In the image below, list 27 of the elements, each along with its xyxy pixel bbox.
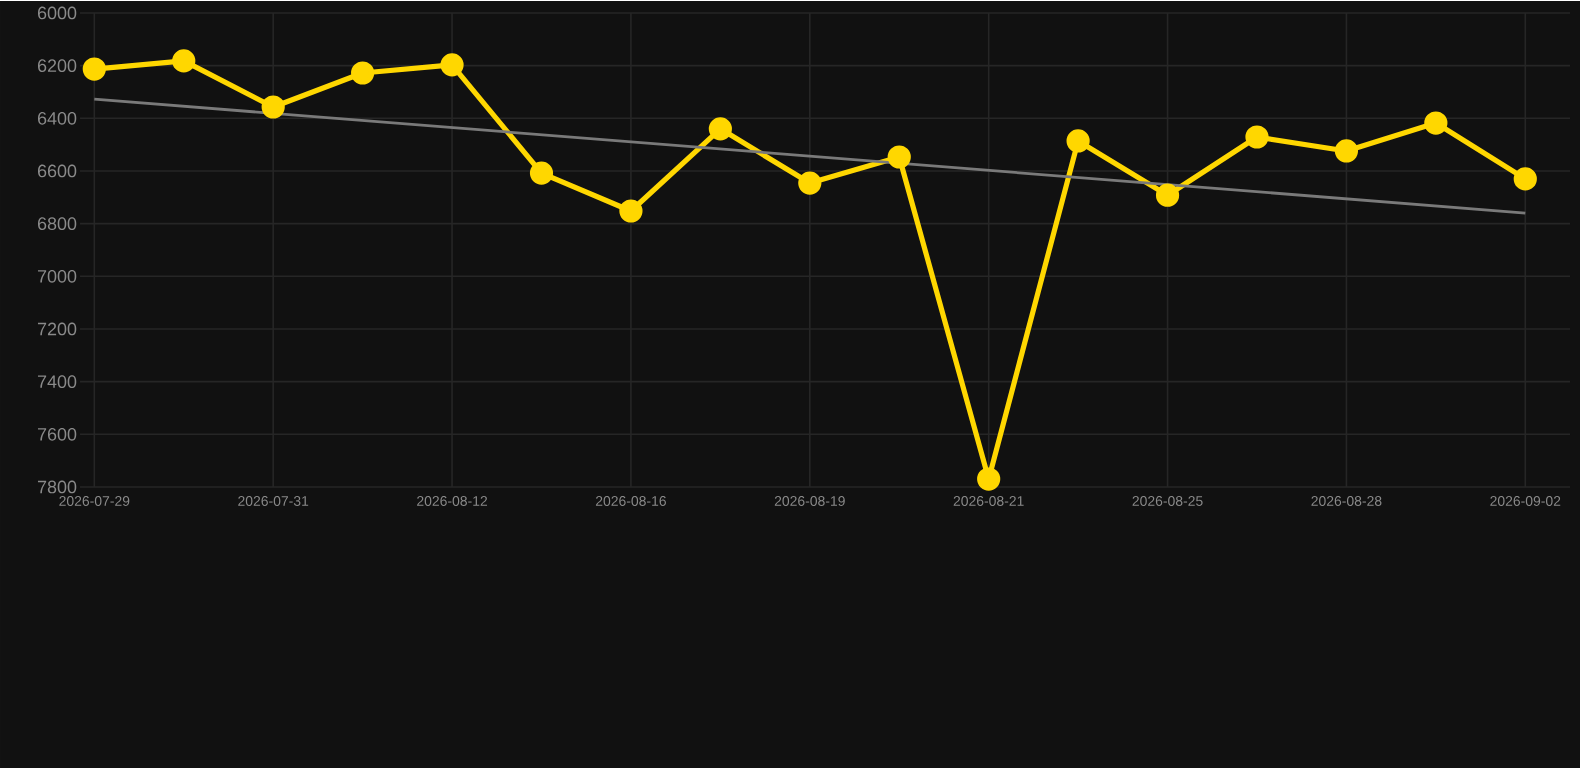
y-tick-label: 6400	[37, 111, 77, 125]
point	[82, 57, 106, 81]
point	[887, 144, 911, 169]
y-tick-label: 6800	[37, 216, 77, 230]
point	[708, 116, 732, 140]
y-tick-label: 7600	[37, 427, 77, 441]
point	[619, 198, 643, 223]
point	[798, 171, 822, 195]
point	[172, 48, 196, 73]
y-tick-label: 6600	[37, 164, 77, 177]
point	[1424, 110, 1448, 135]
y-tick-label: 7400	[37, 374, 77, 388]
y-tick-label: 7200	[37, 322, 77, 335]
point	[977, 467, 1001, 491]
y-tick-label: 7000	[37, 269, 77, 283]
point	[1513, 166, 1537, 191]
y-tick-label: 7800	[37, 480, 77, 493]
point	[351, 60, 375, 85]
point	[1334, 138, 1359, 163]
y-tick-label: 6200	[37, 58, 77, 72]
y-tick-label: 6000	[37, 6, 77, 19]
point	[261, 94, 285, 119]
point	[440, 52, 464, 76]
point	[1155, 183, 1180, 207]
point	[1245, 124, 1269, 149]
point	[529, 161, 554, 185]
point	[1066, 128, 1090, 153]
